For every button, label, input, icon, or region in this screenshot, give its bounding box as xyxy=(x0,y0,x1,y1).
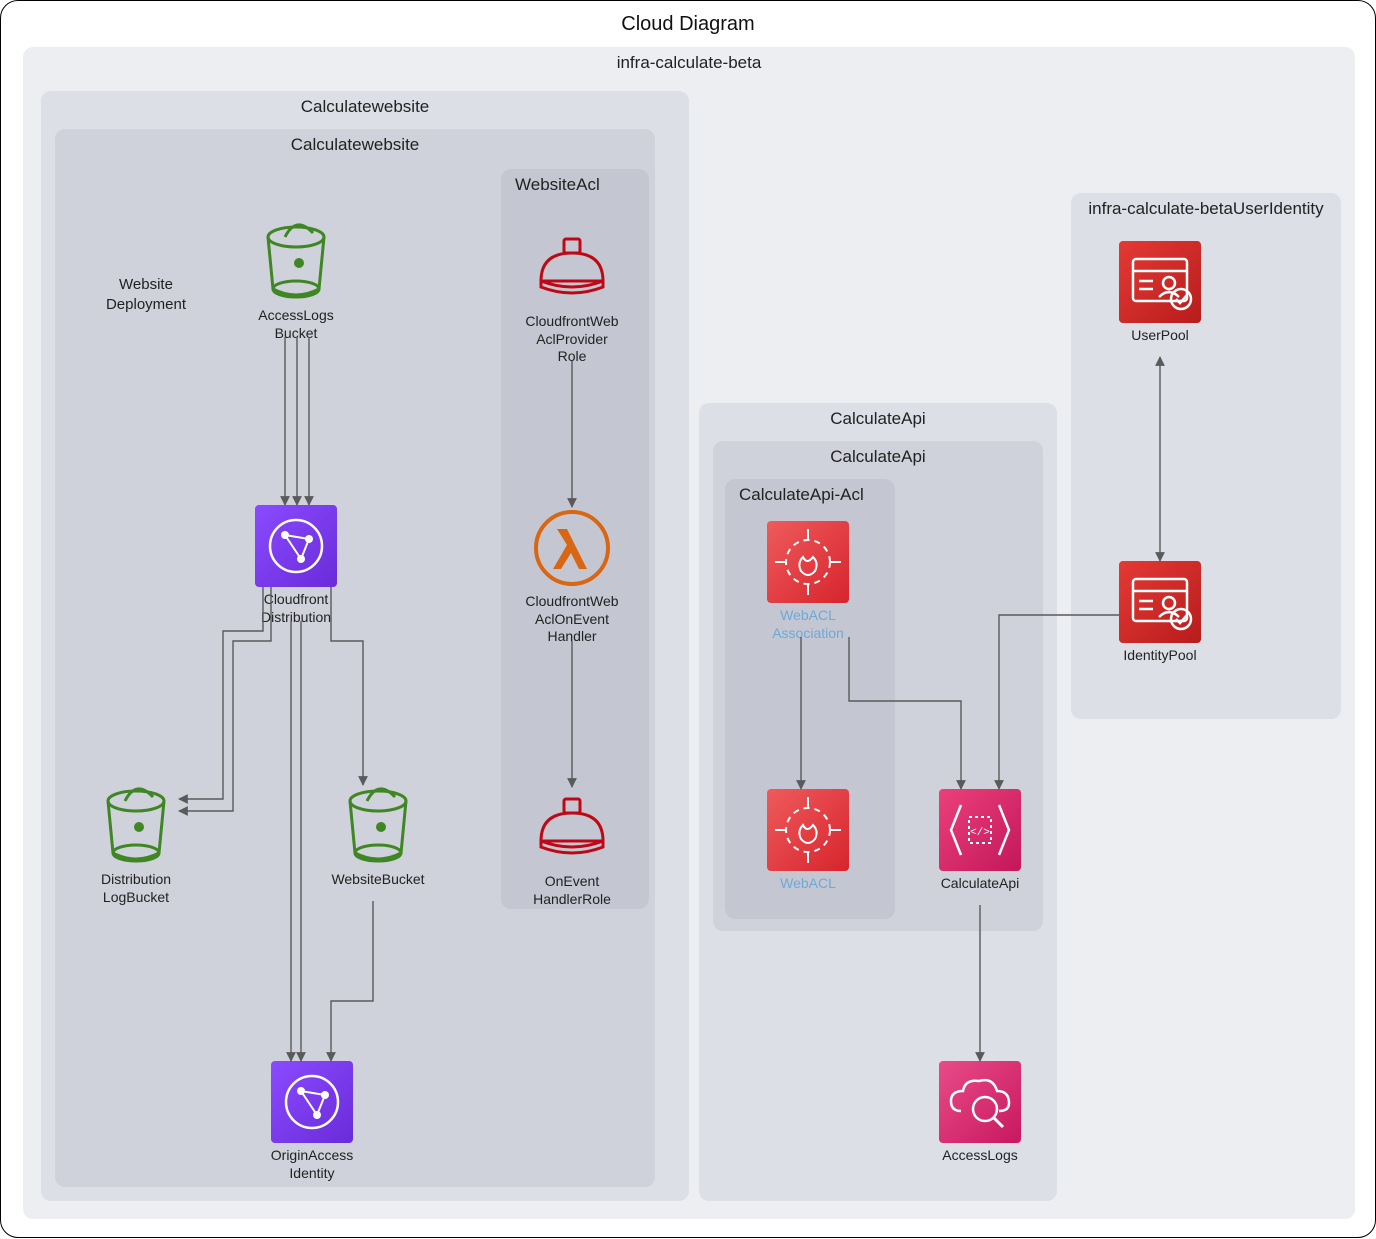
node-label: AccessLogsBucket xyxy=(226,303,366,342)
node-label: WebACL xyxy=(738,871,878,893)
node-label: UserPool xyxy=(1090,323,1230,345)
node-accesslogs_bucket[interactable]: AccessLogsBucket xyxy=(255,221,366,342)
group-label: WebsiteAcl xyxy=(501,175,649,195)
node-website_bucket[interactable]: WebsiteBucket xyxy=(337,785,448,889)
node-webacl[interactable]: WebACL xyxy=(767,789,878,893)
group-label: Calculatewebsite xyxy=(55,135,655,155)
node-label: WebACLAssociation xyxy=(738,603,878,642)
group-label: infra-calculate-beta xyxy=(23,53,1355,73)
node-label: OriginAccessIdentity xyxy=(242,1143,382,1182)
node-webacl_assoc[interactable]: WebACLAssociation xyxy=(767,521,878,642)
node-calculate_api[interactable]: </> CalculateApi xyxy=(939,789,1050,893)
node-label: CloudfrontDistribution xyxy=(226,587,366,626)
node-label: WebsiteBucket xyxy=(308,867,448,889)
page-title: Cloud Diagram xyxy=(1,13,1375,36)
svg-text:</>: </> xyxy=(970,827,990,839)
node-identity_pool[interactable]: IdentityPool xyxy=(1119,561,1230,665)
node-user_pool[interactable]: UserPool xyxy=(1119,241,1230,345)
node-acl_onevent_handler[interactable]: CloudfrontWebAclOnEventHandler xyxy=(531,507,642,646)
node-label: IdentityPool xyxy=(1090,643,1230,665)
node-label: AccessLogs xyxy=(910,1143,1050,1165)
text-website_deployment: WebsiteDeployment xyxy=(91,275,201,314)
node-label: CloudfrontWebAclProviderRole xyxy=(502,309,642,366)
group-label: CalculateApi xyxy=(713,447,1043,467)
node-acl_provider_role[interactable]: CloudfrontWebAclProviderRole xyxy=(531,227,642,366)
node-cloudfront_dist[interactable]: CloudfrontDistribution xyxy=(255,505,366,626)
node-onevent_handler_role[interactable]: OnEventHandlerRole xyxy=(531,787,642,908)
node-dist_log_bucket[interactable]: DistributionLogBucket xyxy=(95,785,206,906)
node-label: OnEventHandlerRole xyxy=(502,869,642,908)
node-label: DistributionLogBucket xyxy=(66,867,206,906)
group-label: Calculatewebsite xyxy=(41,97,689,117)
group-label: CalculateApi-Acl xyxy=(725,485,895,505)
node-origin_access[interactable]: OriginAccessIdentity xyxy=(271,1061,382,1182)
group-label: infra-calculate-betaUserIdentity xyxy=(1071,199,1341,219)
node-label: CalculateApi xyxy=(910,871,1050,893)
node-label: CloudfrontWebAclOnEventHandler xyxy=(502,589,642,646)
group-label: CalculateApi xyxy=(699,409,1057,429)
node-access_logs_cw[interactable]: AccessLogs xyxy=(939,1061,1050,1165)
